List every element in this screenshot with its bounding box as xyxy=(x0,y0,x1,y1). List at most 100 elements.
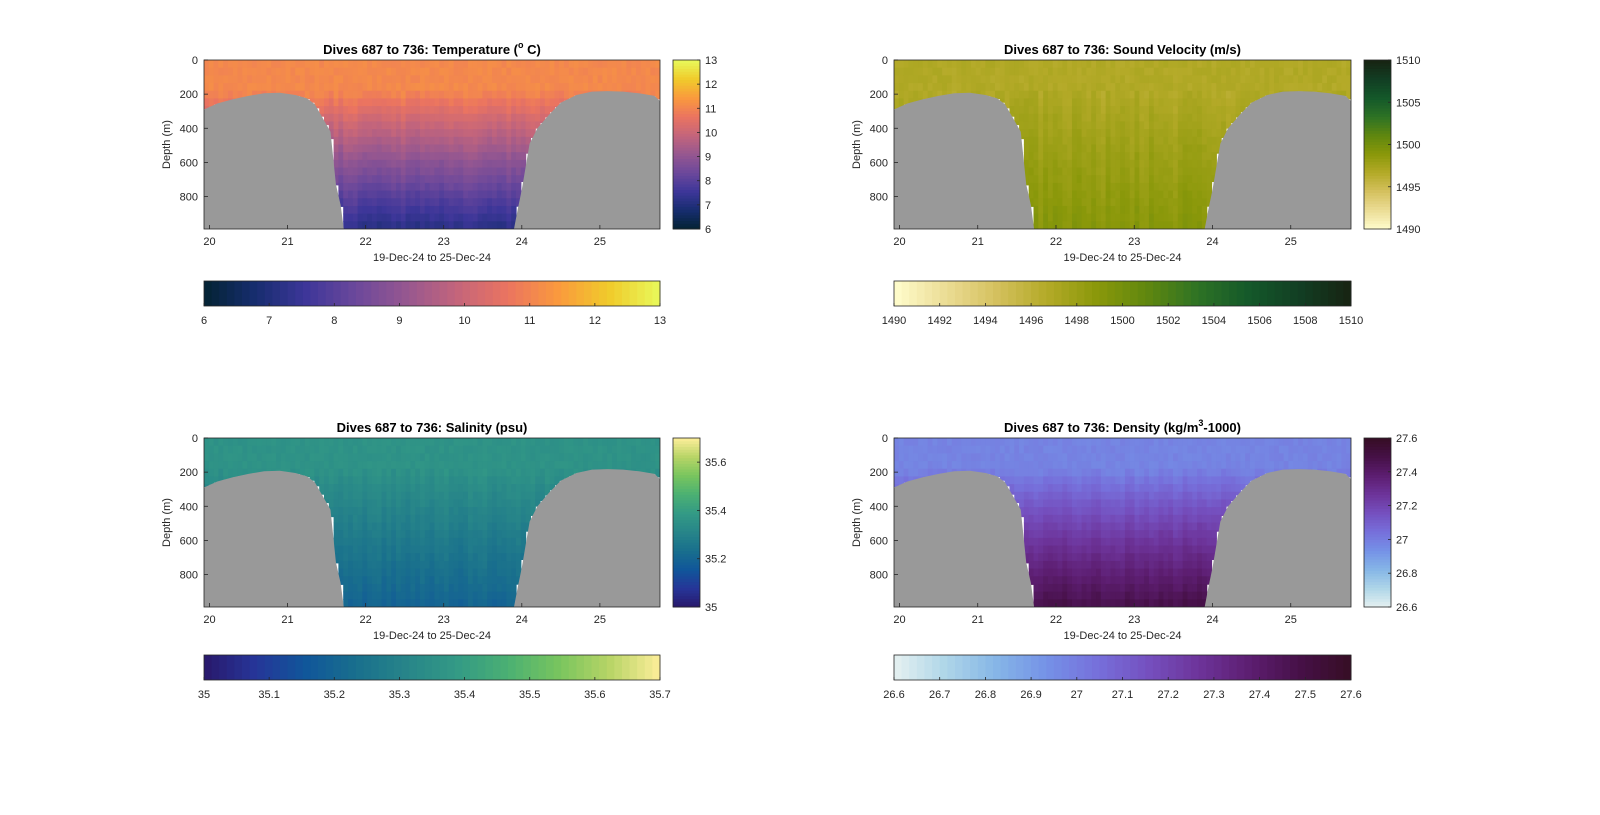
colorbar-tick-label: 7 xyxy=(705,200,711,212)
hcolorbar-tick-label: 27.5 xyxy=(1295,689,1316,701)
hcolorbar-tick-label: 27 xyxy=(1071,689,1083,701)
colorbar-tick-label: 35.2 xyxy=(705,554,726,566)
hcolorbar-tick-label: 26.7 xyxy=(929,689,950,701)
hcolorbar-tick-label: 1496 xyxy=(1019,315,1043,327)
x-tick-label: 24 xyxy=(516,614,528,626)
hcolorbar-tick-label: 8 xyxy=(331,315,337,327)
y-tick-label: 0 xyxy=(192,55,198,67)
x-tick-label: 21 xyxy=(281,236,293,248)
x-tick-label: 23 xyxy=(1128,236,1140,248)
density-panel: 20 21 22 23 24 25 0 200 400 600 800 Dives 687 to 73… xyxy=(851,418,1417,701)
x-tick-label: 24 xyxy=(1206,614,1218,626)
temperature-vertical-colorbar: 6 7 8 9 10 11 12 13 xyxy=(672,55,717,236)
hcolorbar-tick-label: 35.4 xyxy=(454,689,475,701)
hcolorbar-tick-label: 35 xyxy=(198,689,210,701)
y-tick-label: 400 xyxy=(870,501,888,513)
hcolorbar-tick-label: 12 xyxy=(589,315,601,327)
y-tick-label: 800 xyxy=(180,570,198,582)
hcolorbar-tick-label: 35.7 xyxy=(649,689,670,701)
x-tick-label: 20 xyxy=(203,236,215,248)
hcolorbar-tick-label: 1494 xyxy=(973,315,997,327)
hcolorbar-tick-label: 1498 xyxy=(1065,315,1089,327)
salinity-seafloor xyxy=(204,469,660,607)
hcolorbar-tick-label: 27.6 xyxy=(1340,689,1361,701)
hcolorbar-tick-label: 7 xyxy=(266,315,272,327)
density-xlabel: 19-Dec-24 to 25-Dec-24 xyxy=(1063,630,1181,642)
y-tick-label: 0 xyxy=(192,433,198,445)
colorbar-tick-label: 8 xyxy=(705,176,711,188)
x-tick-label: 22 xyxy=(1050,614,1062,626)
colorbar-tick-label: 13 xyxy=(705,55,717,67)
sound-velocity-panel: 20 21 22 23 24 25 0 200 400 600 800 Dives 687 to 73… xyxy=(851,42,1420,327)
colorbar-tick-label: 11 xyxy=(705,103,716,115)
hcolorbar-tick-label: 1504 xyxy=(1202,315,1226,327)
salinity-title: Dives 687 to 736: Salinity (psu) xyxy=(337,420,528,435)
colorbar-tick-label: 10 xyxy=(705,127,717,139)
sound-velocity-vertical-colorbar: 1490 1495 1500 1505 1510 xyxy=(1363,55,1420,236)
y-tick-label: 400 xyxy=(180,501,198,513)
x-tick-label: 25 xyxy=(1285,614,1297,626)
salinity-axes xyxy=(203,437,661,608)
y-tick-label: 800 xyxy=(870,192,888,204)
colorbar-tick-label: 12 xyxy=(705,79,717,91)
colorbar-tick-label: 26.8 xyxy=(1396,568,1417,580)
salinity-panel: 20 21 22 23 24 25 0 200 400 600 800 Dives 687 to 73… xyxy=(161,420,726,701)
salinity-section-image xyxy=(204,438,660,607)
temperature-axes xyxy=(203,59,661,230)
x-tick-label: 21 xyxy=(281,614,293,626)
salinity-ylabel: Depth (m) xyxy=(161,498,173,547)
x-tick-label: 25 xyxy=(1285,236,1297,248)
y-tick-label: 0 xyxy=(882,55,888,67)
x-tick-label: 25 xyxy=(594,614,606,626)
hcolorbar-tick-label: 27.4 xyxy=(1249,689,1270,701)
y-tick-label: 0 xyxy=(882,433,888,445)
hcolorbar-tick-label: 27.2 xyxy=(1157,689,1178,701)
density-horizontal-colorbar: 26.6 26.7 26.8 26.9 27 27.1 27.2 27.3 27.4 27.5 27… xyxy=(883,654,1362,701)
hcolorbar-tick-label: 35.2 xyxy=(324,689,345,701)
x-tick-label: 23 xyxy=(438,614,450,626)
colorbar-tick-label: 9 xyxy=(705,152,711,164)
colorbar-tick-label: 27 xyxy=(1396,534,1408,546)
colorbar-tick-label: 6 xyxy=(705,224,711,236)
x-tick-label: 21 xyxy=(972,614,984,626)
temperature-ylabel: Depth (m) xyxy=(161,120,173,169)
temperature-panel: 20 21 22 23 24 25 0 200 400 600 800 Dives 687 to 73… xyxy=(161,40,717,327)
x-tick-label: 23 xyxy=(1128,614,1140,626)
hcolorbar-tick-label: 35.6 xyxy=(584,689,605,701)
temperature-title: Dives 687 to 736: Temperature (o C) xyxy=(323,40,541,57)
x-tick-label: 24 xyxy=(516,236,528,248)
colorbar-tick-label: 26.6 xyxy=(1396,602,1417,614)
hcolorbar-tick-label: 26.8 xyxy=(975,689,996,701)
x-tick-label: 23 xyxy=(438,236,450,248)
temperature-xlabel: 19-Dec-24 to 25-Dec-24 xyxy=(373,252,491,264)
y-tick-label: 400 xyxy=(180,123,198,135)
hcolorbar-tick-label: 9 xyxy=(396,315,402,327)
x-tick-label: 20 xyxy=(203,614,215,626)
sound-velocity-seafloor xyxy=(894,91,1351,229)
hcolorbar-tick-label: 11 xyxy=(524,315,535,327)
hcolorbar-tick-label: 35.3 xyxy=(389,689,410,701)
hcolorbar-tick-label: 1502 xyxy=(1156,315,1180,327)
colorbar-tick-label: 27.4 xyxy=(1396,467,1417,479)
temperature-seafloor xyxy=(204,91,660,229)
temperature-horizontal-colorbar: 6 7 8 9 10 11 12 13 xyxy=(201,280,666,327)
sound-velocity-horizontal-colorbar: 1490 1492 1494 1496 1498 1500 1502 1504 1506 1508… xyxy=(882,280,1363,327)
y-tick-label: 200 xyxy=(180,89,198,101)
salinity-horizontal-colorbar: 35 35.1 35.2 35.3 35.4 35.5 35.6 35.7 xyxy=(198,654,671,701)
hcolorbar-tick-label: 1500 xyxy=(1110,315,1134,327)
colorbar-tick-label: 35.4 xyxy=(705,505,726,517)
sound-velocity-title: Dives 687 to 736: Sound Velocity (m/s) xyxy=(1004,42,1241,57)
y-tick-label: 800 xyxy=(870,570,888,582)
x-tick-label: 22 xyxy=(360,236,372,248)
y-tick-label: 600 xyxy=(180,535,198,547)
y-tick-label: 600 xyxy=(870,157,888,169)
sound-velocity-axes xyxy=(893,59,1352,230)
colorbar-tick-label: 35 xyxy=(705,602,717,614)
hcolorbar-tick-label: 35.1 xyxy=(258,689,279,701)
salinity-xlabel: 19-Dec-24 to 25-Dec-24 xyxy=(373,630,491,642)
y-tick-label: 600 xyxy=(180,157,198,169)
density-section-image xyxy=(894,438,1351,607)
colorbar-tick-label: 1510 xyxy=(1396,55,1420,67)
hcolorbar-tick-label: 1490 xyxy=(882,315,906,327)
